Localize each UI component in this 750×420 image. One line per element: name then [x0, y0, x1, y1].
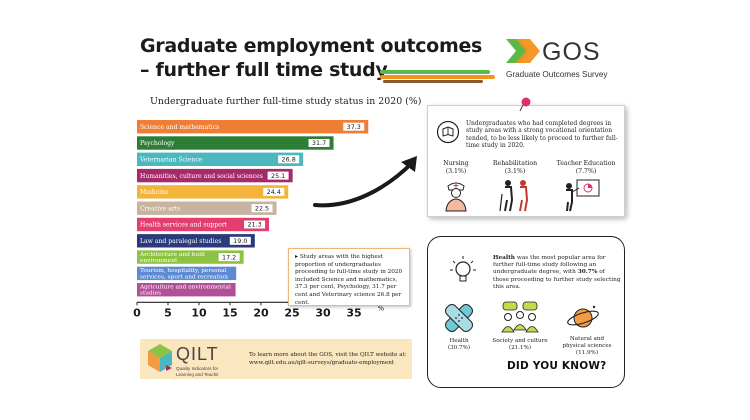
title-line-1: Graduate employment outcomes [140, 35, 483, 57]
bar-label-9-line-1: Architecture and built [139, 252, 206, 258]
page-title: Graduate employment outcomes – further f… [140, 34, 483, 82]
decorative-line-green [380, 70, 490, 74]
x-tick-label-25: 25 [284, 306, 299, 319]
arrow-icon [313, 156, 417, 208]
qilt-footer-text: To learn more about the GOS, visit the Q… [249, 351, 407, 367]
value-label-bg-9 [218, 253, 240, 262]
bar-label-1: Science and mathematics [140, 124, 219, 131]
value-label-6: 22.5 [255, 204, 269, 212]
bar-label-7: Health services and support [140, 222, 228, 229]
bar-label-10-line-2: services, sport and recreation [140, 274, 228, 280]
qilt-footer [140, 339, 412, 379]
occupation-rehabilitation: Rehabilitation (3.1%) [492, 160, 538, 175]
value-label-bg-3 [278, 155, 300, 164]
bar-4 [137, 168, 293, 183]
pin-icon [519, 97, 531, 112]
bandage-icon [445, 304, 473, 332]
bar-label-6: Creative arts [140, 205, 180, 212]
x-tick-label-5: 5 [164, 306, 172, 319]
gos-logo-icon [506, 39, 540, 63]
bar-8 [137, 234, 255, 248]
value-label-bg-8 [229, 236, 251, 245]
decorative-line-brown [383, 80, 483, 83]
gos-logo-text: GOS [542, 38, 601, 66]
gos-logo-subtitle: Graduate Outcomes Survey [506, 70, 608, 79]
title-line-2: – further full time study [140, 59, 388, 81]
area-health: Health (30.7%) [447, 338, 471, 351]
x-tick-label-35: 35 [346, 306, 361, 319]
value-label-1: 37.3 [347, 123, 361, 131]
teacher-icon [566, 179, 600, 212]
value-label-bg-2 [308, 139, 330, 147]
value-label-5: 24.4 [267, 188, 281, 196]
bar-10 [137, 266, 237, 281]
bar-label-9-line-2: environment [140, 258, 178, 264]
value-label-bg-6 [251, 204, 273, 213]
bar-9 [137, 250, 244, 264]
bar-label-4: Humanities, culture and social sciences [140, 173, 263, 180]
bar-5 [137, 185, 289, 199]
qilt-footer-line-1: To learn more about the GOS, visit the Q… [249, 352, 407, 358]
value-label-4: 25.1 [271, 172, 285, 180]
area-natural-physical-sciences: Natural and physical sciences (11.9%) [562, 336, 612, 356]
highlight-callout: ▸ Study areas with the highest proportio… [288, 248, 410, 306]
value-label-bg-1 [343, 122, 365, 131]
occupation-nursing: Nursing (3.1%) [443, 160, 469, 175]
qilt-logo-icon [148, 344, 172, 372]
bar-3 [137, 152, 304, 166]
people-chat-icon [501, 301, 539, 333]
qilt-logo-subtitle: Quality Indicators for Learning and Teac… [176, 366, 219, 377]
rehabilitation-icon [499, 180, 529, 212]
value-label-bg-4 [267, 171, 289, 180]
bar-label-11-line-2: studies [140, 291, 161, 297]
x-tick-label-10: 10 [191, 306, 207, 319]
value-label-8: 19.0 [233, 237, 247, 245]
bar-6 [137, 201, 277, 215]
study-icon [436, 120, 460, 144]
occupation-teacher-education: Teacher Education (7.7%) [556, 160, 616, 175]
qilt-website-link[interactable]: www.qilt.edu.au/qilt-surveys/graduate-em… [249, 360, 395, 366]
value-label-7: 21.3 [247, 221, 261, 229]
bar-label-10-line-1: Tourism, hospitality, personal [140, 268, 227, 274]
bar-11 [137, 283, 236, 297]
note-text: Undergraduates who had completed degrees… [466, 120, 618, 150]
x-axis-unit: % [378, 304, 385, 312]
bar-2 [137, 136, 334, 150]
area-society-and-culture: Society and culture (21.1%) [492, 338, 548, 351]
x-tick-label-15: 15 [222, 306, 237, 319]
bar-7 [137, 217, 270, 232]
bar-chart: Science and mathematics 37.3 Psychology 31.… [133, 120, 385, 319]
x-tick-label-0: 0 [133, 306, 141, 319]
x-tick-label-30: 30 [315, 306, 331, 319]
bar-label-3: Veternarian Science [139, 157, 203, 164]
planet-icon [567, 305, 599, 328]
decorative-line-orange [380, 75, 495, 79]
value-label-9: 17.2 [222, 253, 236, 261]
bar-label-2: Psychology [140, 140, 175, 147]
value-label-bg-5 [263, 187, 285, 196]
value-label-bg-7 [244, 220, 266, 229]
chart-title: Undergraduate further full-time study st… [150, 96, 422, 107]
did-you-know-label: DID YOU KNOW? [507, 360, 607, 372]
bar-label-5: Medicine [140, 189, 169, 196]
callout-text: Study areas with the highest proportion … [295, 254, 403, 306]
x-tick-label-20: 20 [253, 306, 269, 319]
value-label-3: 26.8 [282, 156, 296, 164]
bar-1 [137, 120, 369, 134]
nurse-icon [445, 182, 467, 212]
bar-label-8: Law and paralegal studies [140, 238, 221, 245]
bar-label-11-line-1: Agriculture and environmental [139, 284, 231, 290]
value-label-2: 31.7 [312, 139, 326, 147]
lightbulb-icon [450, 256, 476, 282]
did-you-know-text: Health was the most popular area for fur… [493, 255, 621, 290]
qilt-logo-text: QILT [176, 344, 219, 364]
